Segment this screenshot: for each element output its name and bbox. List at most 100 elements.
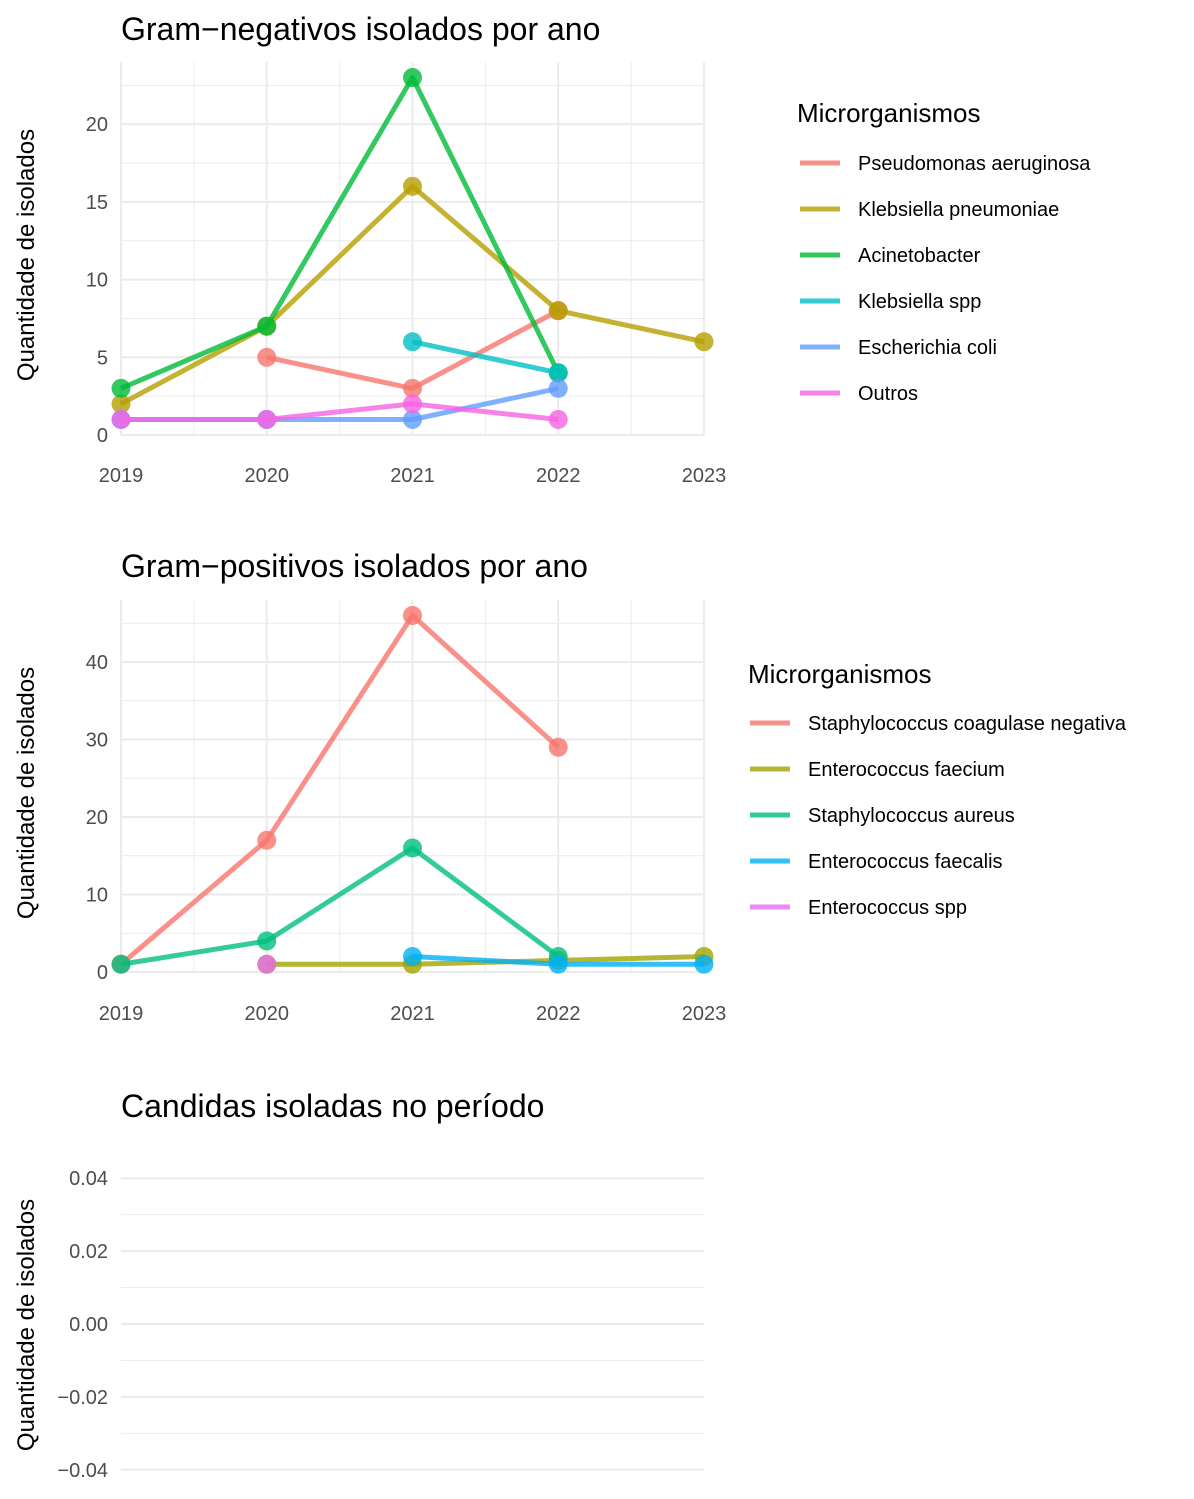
grid: [121, 1177, 704, 1471]
axis-ticks: 0 10 20 30 40 2019 2020 2021 2022 2023: [86, 652, 727, 1025]
series-group: [111, 68, 714, 429]
legend-item: Pseudomonas aeruginosa: [800, 153, 1091, 175]
x-tick-label: 2020: [245, 465, 290, 487]
chart-title: Gram−positivos isolados por ano: [121, 548, 588, 584]
legend-item: Enterococcus spp: [750, 897, 967, 919]
axis-ticks: −0.04 −0.02 0.00 0.02 0.04: [57, 1168, 108, 1482]
series-enterococcus-faecalis: [403, 947, 714, 974]
x-tick-label: 2019: [99, 465, 144, 487]
y-axis-label: Quantidade de isolados: [13, 129, 40, 381]
y-tick-label: 20: [86, 807, 108, 829]
series-group: [111, 606, 714, 974]
data-point: [111, 409, 131, 429]
y-tick-label: 40: [86, 652, 108, 674]
data-point: [111, 378, 131, 398]
data-point: [403, 68, 422, 88]
axis-ticks: 0 5 10 15 20 2019 2020 2021 2022 2023: [86, 114, 727, 487]
panel-gram-positive: Gram−positivos isolados por ano Quantida…: [13, 548, 1127, 1025]
x-tick-label: 2021: [390, 1003, 435, 1025]
data-point: [548, 301, 568, 321]
panel-gram-negative: Gram−negativos isolados por ano Quantida…: [13, 11, 1091, 487]
legend-item: Staphylococcus coagulase negativa: [750, 713, 1127, 735]
x-tick-label: 2023: [682, 465, 727, 487]
y-tick-label: −0.02: [57, 1387, 108, 1409]
data-point: [257, 347, 277, 367]
y-tick-label: 5: [97, 347, 108, 369]
legend: Microrganismos Staphylococcus coagulase …: [748, 659, 1127, 919]
series-line: [119, 613, 560, 967]
x-tick-label: 2022: [536, 465, 581, 487]
y-tick-label: 10: [86, 885, 108, 907]
data-point: [257, 931, 277, 951]
series-outros: [111, 394, 568, 429]
y-tick-label: −0.04: [57, 1460, 108, 1482]
legend-item: Enterococcus faecium: [750, 759, 1005, 781]
data-point: [694, 954, 714, 974]
legend-item: Klebsiella pneumoniae: [800, 199, 1059, 221]
chart-title: Gram−negativos isolados por ano: [121, 11, 600, 47]
series-line: [120, 75, 561, 391]
grid: [120, 62, 705, 436]
x-tick-label: 2021: [390, 465, 435, 487]
data-point: [257, 316, 277, 336]
data-point: [548, 363, 568, 383]
legend-item: Outros: [800, 383, 918, 405]
legend-label: Outros: [858, 383, 918, 405]
x-tick-label: 2019: [99, 1003, 144, 1025]
y-tick-label: 0: [97, 962, 108, 984]
legend-item: Staphylococcus aureus: [750, 805, 1015, 827]
legend-title: Microrganismos: [797, 98, 981, 128]
series-line: [411, 339, 559, 376]
legend-item: Escherichia coli: [800, 337, 997, 359]
series-enterococcus-spp: [257, 954, 277, 974]
series-klebsiella-spp: [403, 332, 568, 383]
y-tick-label: 10: [86, 270, 108, 292]
legend-item: Enterococcus faecalis: [750, 851, 1003, 873]
series-line: [120, 845, 560, 967]
data-point: [548, 409, 568, 429]
data-point: [403, 606, 422, 625]
legend-label: Klebsiella pneumoniae: [858, 199, 1059, 221]
data-point: [694, 332, 714, 352]
x-tick-label: 2022: [536, 1003, 581, 1025]
y-tick-label: 20: [86, 114, 108, 136]
data-point: [403, 947, 422, 966]
data-point: [257, 409, 277, 429]
legend-label: Escherichia coli: [858, 337, 997, 359]
chart-title: Candidas isoladas no período: [121, 1088, 544, 1124]
legend-label: Pseudomonas aeruginosa: [858, 153, 1091, 175]
y-tick-label: 0.02: [69, 1241, 108, 1263]
y-tick-label: 0.04: [69, 1168, 108, 1190]
x-tick-label: 2023: [682, 1003, 727, 1025]
data-point: [403, 176, 422, 196]
series-staphylococcus-aureus: [111, 838, 568, 974]
legend-label: Enterococcus faecalis: [808, 851, 1003, 873]
legend-label: Staphylococcus coagulase negativa: [808, 713, 1127, 735]
series-klebsiella-pneumoniae: [111, 176, 714, 414]
y-tick-label: 0.00: [69, 1314, 108, 1336]
data-point: [403, 332, 422, 352]
data-point: [111, 954, 131, 974]
legend-label: Enterococcus faecium: [808, 759, 1005, 781]
y-axis-label: Quantidade de isolados: [13, 1199, 40, 1451]
data-point: [403, 409, 422, 429]
y-tick-label: 0: [97, 425, 108, 447]
data-point: [403, 378, 422, 398]
legend-label: Klebsiella spp: [858, 291, 981, 313]
legend-label: Staphylococcus aureus: [808, 805, 1015, 827]
data-point: [257, 830, 277, 850]
legend-item: Acinetobacter: [800, 245, 981, 267]
legend-label: Enterococcus spp: [808, 897, 967, 919]
y-tick-label: 30: [86, 730, 108, 752]
series-line: [121, 401, 559, 422]
data-point: [548, 954, 568, 974]
legend-label: Acinetobacter: [858, 245, 981, 267]
y-tick-label: 15: [86, 192, 108, 214]
legend-title: Microrganismos: [748, 659, 932, 689]
data-point: [403, 838, 422, 858]
data-point: [548, 737, 568, 757]
x-tick-label: 2020: [245, 1003, 290, 1025]
legend: Microrganismos Pseudomonas aeruginosa Kle…: [797, 98, 1091, 405]
